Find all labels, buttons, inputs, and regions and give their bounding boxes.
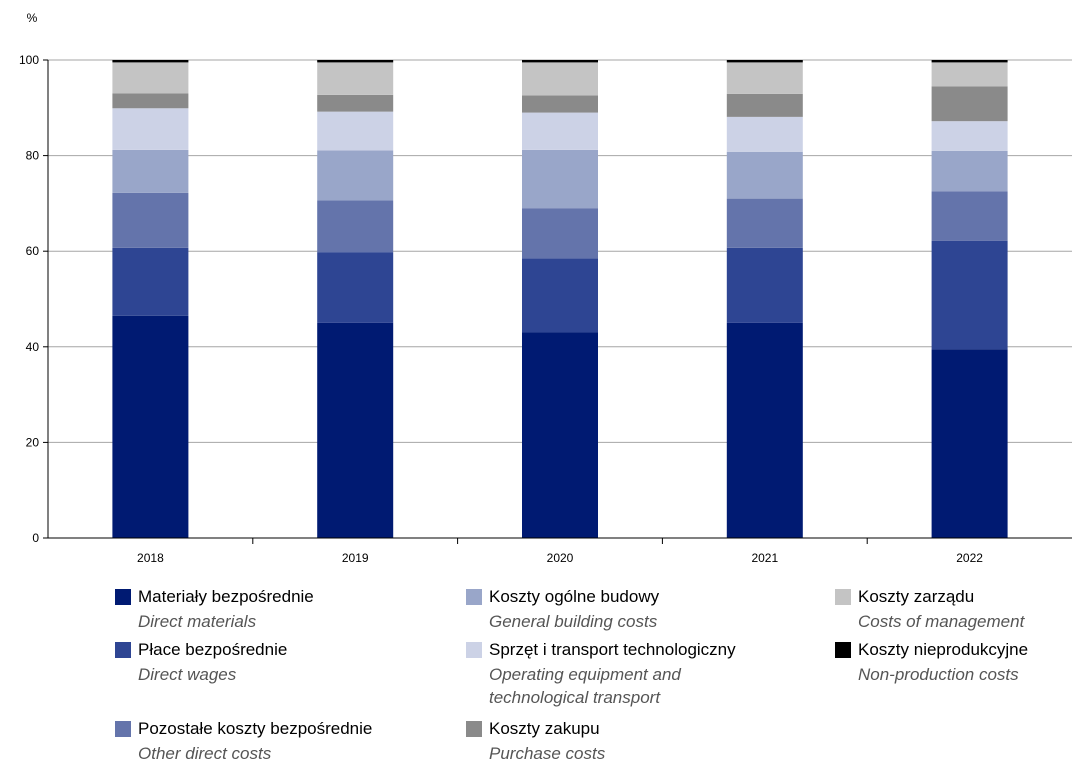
y-tick-label: 100	[19, 53, 39, 67]
y-tick-label: 60	[26, 244, 40, 258]
y-axis-unit-label: %	[27, 11, 38, 25]
bar-segment	[931, 191, 1008, 241]
x-tick-label: 2018	[137, 551, 164, 565]
bar-segment	[522, 332, 598, 538]
bar-segment	[112, 60, 189, 63]
legend-swatch	[115, 642, 131, 658]
bar-segment	[112, 108, 189, 150]
bar-segment	[317, 111, 394, 151]
x-tick-label: 2019	[342, 551, 369, 565]
y-tick-label: 0	[32, 531, 39, 545]
bar-segment	[522, 149, 598, 209]
bar-segment	[726, 198, 803, 248]
legend-label-pl: Pozostałe koszty bezpośrednie	[138, 719, 373, 738]
legend-swatch	[466, 642, 482, 658]
bar-segment	[931, 60, 1008, 63]
legend-label-en: Direct wages	[138, 665, 237, 684]
bar-segment	[931, 62, 1008, 87]
bar-segment	[317, 60, 394, 63]
y-tick-label: 80	[26, 149, 40, 163]
legend-label-en-line2: technological transport	[489, 688, 661, 707]
bar-segment	[931, 86, 1008, 122]
legend-label-pl: Koszty zakupu	[489, 719, 600, 738]
legend-label-pl: Materiały bezpośrednie	[138, 587, 314, 606]
bar-segment	[317, 200, 394, 253]
bar-segment	[317, 94, 394, 112]
bar-segment	[317, 322, 394, 538]
bars	[112, 60, 1008, 538]
bar-segment	[522, 112, 598, 150]
bar-segment	[726, 151, 803, 199]
legend-label-pl: Koszty nieprodukcyjne	[858, 640, 1029, 659]
x-tick-label: 2021	[751, 551, 778, 565]
legend-label-pl: Płace bezpośrednie	[138, 640, 288, 659]
legend-label-en: Purchase costs	[489, 744, 606, 763]
legend-swatch	[466, 589, 482, 605]
legend-label-en: General building costs	[489, 612, 658, 631]
legend-label-pl: Sprzęt i transport technologiczny	[489, 640, 736, 659]
legend-swatch	[466, 721, 482, 737]
legend-swatch	[835, 642, 851, 658]
bar-segment	[726, 60, 803, 63]
axes: 0 20 40 60 80 100 2018 2019 2020 2021 2022	[19, 53, 1072, 565]
bar-segment	[112, 62, 189, 94]
bar-segment	[726, 247, 803, 323]
legend-label-pl: Koszty zarządu	[858, 587, 975, 606]
bar-segment	[112, 247, 189, 316]
legend-label-pl: Koszty ogólne budowy	[489, 587, 660, 606]
legend-label-en: Other direct costs	[138, 744, 272, 763]
bar-segment	[112, 315, 189, 538]
bar-segment	[112, 93, 189, 109]
legend-swatch	[835, 589, 851, 605]
legend-label-en: Costs of management	[858, 612, 1025, 631]
bar-segment	[317, 62, 394, 95]
bar-segment	[522, 60, 598, 63]
bar-segment	[726, 62, 803, 94]
bar-segment	[931, 349, 1008, 538]
legend-swatch	[115, 721, 131, 737]
bar-segment	[317, 150, 394, 201]
bar-segment	[522, 95, 598, 113]
bar-segment	[726, 322, 803, 538]
legend-label-en: Operating equipment and	[489, 665, 681, 684]
x-tick-label: 2020	[547, 551, 574, 565]
bar-segment	[522, 258, 598, 333]
bar-segment	[112, 149, 189, 193]
bar-segment	[931, 121, 1008, 151]
bar-segment	[317, 252, 394, 323]
legend-label-en: Non-production costs	[858, 665, 1019, 684]
bar-segment	[522, 62, 598, 96]
bar-segment	[931, 240, 1008, 350]
legend-swatch	[115, 589, 131, 605]
bar-segment	[931, 150, 1008, 192]
y-tick-label: 40	[26, 340, 40, 354]
bar-segment	[726, 93, 803, 117]
bar-segment	[522, 208, 598, 259]
y-tick-label: 20	[26, 435, 40, 449]
x-tick-label: 2022	[956, 551, 983, 565]
bar-segment	[726, 116, 803, 152]
legend: Materiały bezpośrednie Direct materials …	[0, 585, 1072, 764]
bar-segment	[112, 192, 189, 248]
legend-label-en: Direct materials	[138, 612, 257, 631]
stacked-bar-chart: 0 20 40 60 80 100 2018 2019 2020 2021 2022 %	[19, 11, 1072, 565]
